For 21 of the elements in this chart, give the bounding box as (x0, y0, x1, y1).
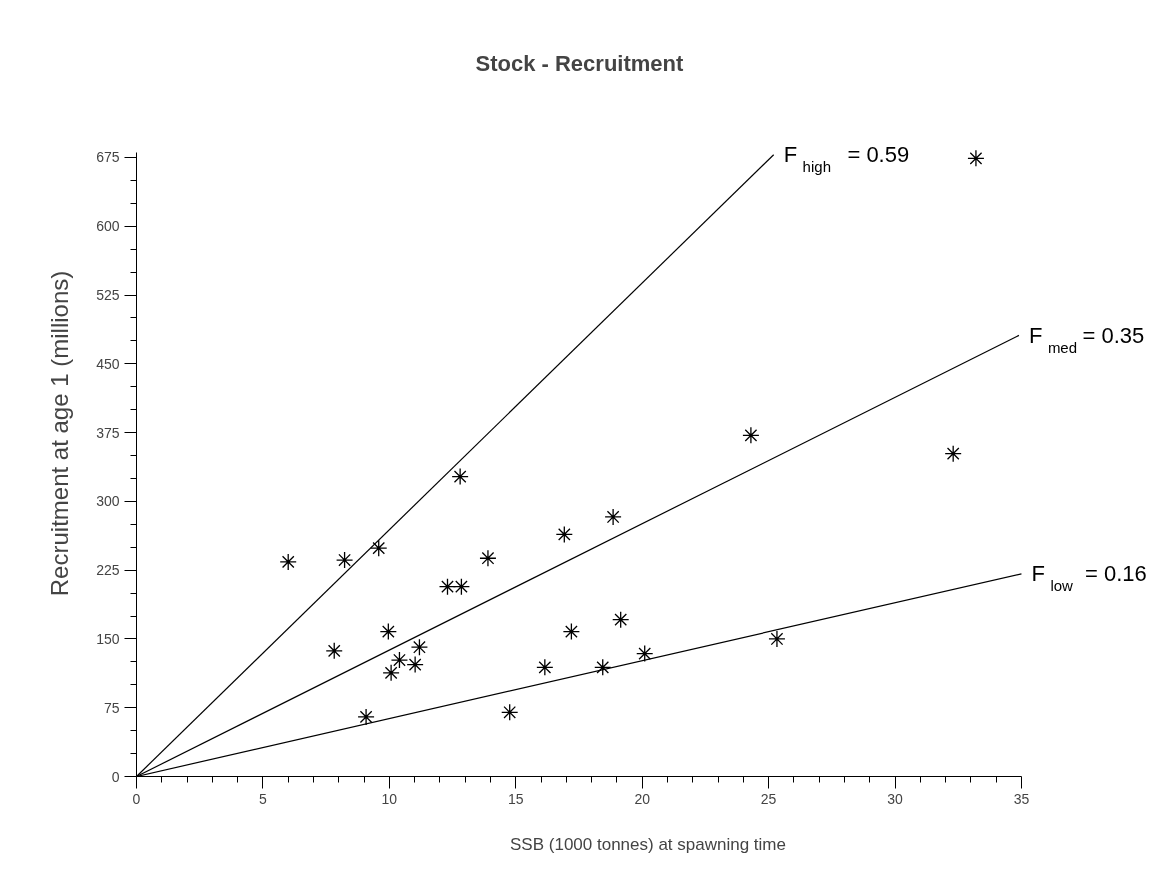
x-tick-label: 30 (887, 790, 904, 807)
x-tick-label: 0 (132, 790, 141, 807)
y-tick-label: 675 (96, 149, 120, 166)
x-tick-label: 35 (1013, 790, 1030, 807)
y-tick-label: 525 (96, 287, 120, 304)
x-tick-label: 10 (381, 790, 398, 807)
x-tick-label: 5 (259, 790, 268, 807)
y-tick-label: 300 (96, 493, 120, 510)
x-tick-label: 20 (634, 790, 651, 807)
x-tick-label: 15 (507, 790, 524, 807)
y-tick-label: 75 (103, 699, 120, 716)
y-tick-label: 600 (96, 218, 120, 235)
y-tick-label: 375 (96, 424, 120, 441)
y-tick-label: 450 (96, 355, 120, 372)
y-tick-label: 225 (96, 562, 120, 579)
chart-title: Stock - Recruitment (475, 50, 684, 76)
y-axis-title: Recruitment at age 1 (millions) (46, 270, 74, 597)
y-tick-label: 150 (96, 630, 120, 647)
y-tick-label: 0 (111, 768, 120, 785)
x-axis-title: SSB (1000 tonnes) at spawning time (510, 834, 786, 854)
x-tick-label: 25 (760, 790, 777, 807)
